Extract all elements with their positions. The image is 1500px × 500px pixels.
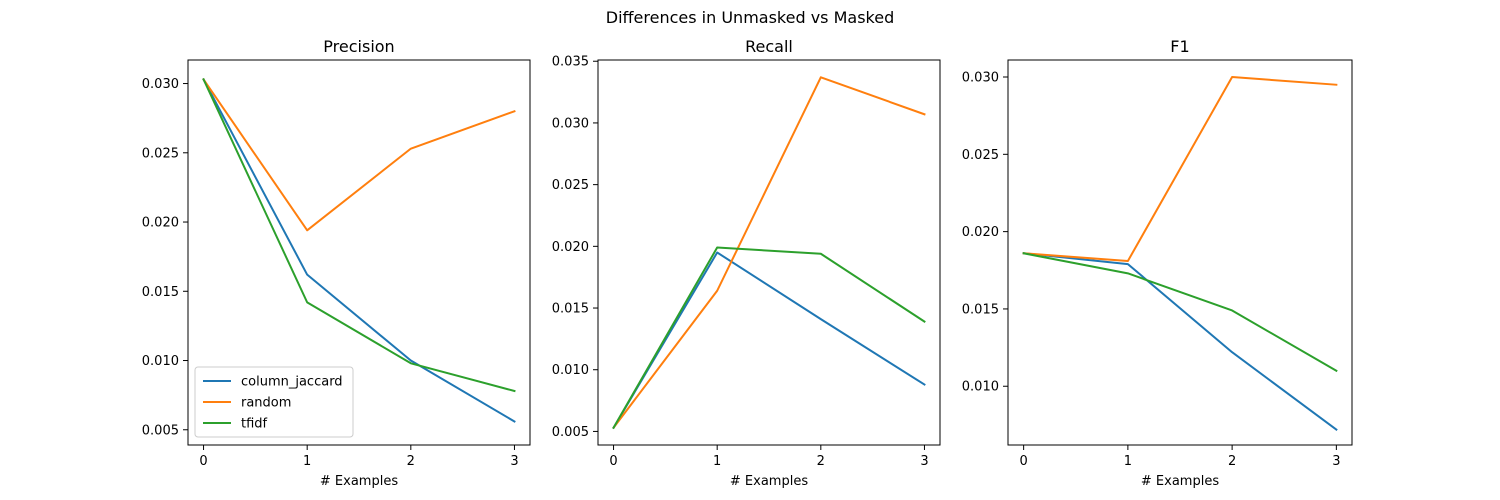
series-line-random xyxy=(202,77,516,232)
y-tick-label: 0.005 xyxy=(142,423,179,438)
y-tick-label: 0.025 xyxy=(142,146,179,161)
y-tick-label: 0.010 xyxy=(962,380,999,395)
x-tick-label: 0 xyxy=(199,454,207,469)
x-tick-label: 3 xyxy=(1332,454,1340,469)
x-tick-label: 3 xyxy=(920,454,928,469)
figure-title: Differences in Unmasked vs Masked xyxy=(606,8,894,27)
y-tick-label: 0.025 xyxy=(552,178,589,193)
subplot-f1: 0 1 2 3 0.010 0.015 0.020 0.025 0.030 F1 # Example… xyxy=(962,37,1353,489)
x-tick-label: 3 xyxy=(510,454,518,469)
legend-box xyxy=(194,366,354,438)
x-axis-label: # Examples xyxy=(1141,474,1219,489)
x-tick-label: 1 xyxy=(713,454,721,469)
series-line-tfidf xyxy=(612,246,926,430)
series-line-tfidf xyxy=(202,78,516,393)
y-tick-label: 0.030 xyxy=(962,71,999,86)
axes-frame xyxy=(187,59,531,446)
y-tick-label: 0.030 xyxy=(142,77,179,92)
x-tick-label: 2 xyxy=(407,454,415,469)
axes-frame xyxy=(597,59,941,446)
legend-label: random xyxy=(241,396,291,411)
x-tick-label: 1 xyxy=(1124,454,1132,469)
x-tick-label: 0 xyxy=(609,454,617,469)
x-tick-label: 0 xyxy=(1019,454,1027,469)
x-tick-label: 1 xyxy=(303,454,311,469)
series-line-random xyxy=(1022,76,1338,262)
series-line-column-jaccard xyxy=(202,78,516,423)
series-line-column-jaccard xyxy=(1022,252,1338,431)
x-axis-label: # Examples xyxy=(730,474,808,489)
y-tick-label: 0.020 xyxy=(962,225,999,240)
subplot-recall: 0 1 2 3 0.005 0.010 0.015 0.020 0.025 0.030 0.035 R… xyxy=(552,37,941,489)
y-tick-label: 0.010 xyxy=(142,354,179,369)
y-tick-label: 0.015 xyxy=(142,285,179,300)
y-tick-label: 0.020 xyxy=(552,240,589,255)
y-tick-label: 0.030 xyxy=(552,116,589,131)
y-tick-label: 0.015 xyxy=(552,302,589,317)
x-tick-label: 2 xyxy=(1228,454,1236,469)
subplot-precision: 0 1 2 3 0.005 0.010 0.015 0.020 0.025 0.030 Precis… xyxy=(142,37,531,489)
series-line-tfidf xyxy=(1022,252,1338,373)
y-tick-label: 0.020 xyxy=(142,216,179,231)
series-line-random xyxy=(612,76,926,430)
subplot-title: Precision xyxy=(323,37,394,56)
y-tick-label: 0.035 xyxy=(552,55,589,70)
x-axis-label: # Examples xyxy=(320,474,398,489)
axes-frame xyxy=(1007,59,1353,446)
subplot-title: F1 xyxy=(1170,37,1189,56)
y-tick-label: 0.025 xyxy=(962,148,999,163)
y-tick-label: 0.005 xyxy=(552,425,589,440)
legend-label: tfidf xyxy=(241,417,268,432)
subplot-title: Recall xyxy=(745,37,793,56)
series-line-column-jaccard xyxy=(612,251,926,430)
legend-label: column_jaccard xyxy=(241,375,343,390)
y-tick-label: 0.015 xyxy=(962,302,999,317)
x-tick-label: 2 xyxy=(817,454,825,469)
y-tick-label: 0.010 xyxy=(552,363,589,378)
